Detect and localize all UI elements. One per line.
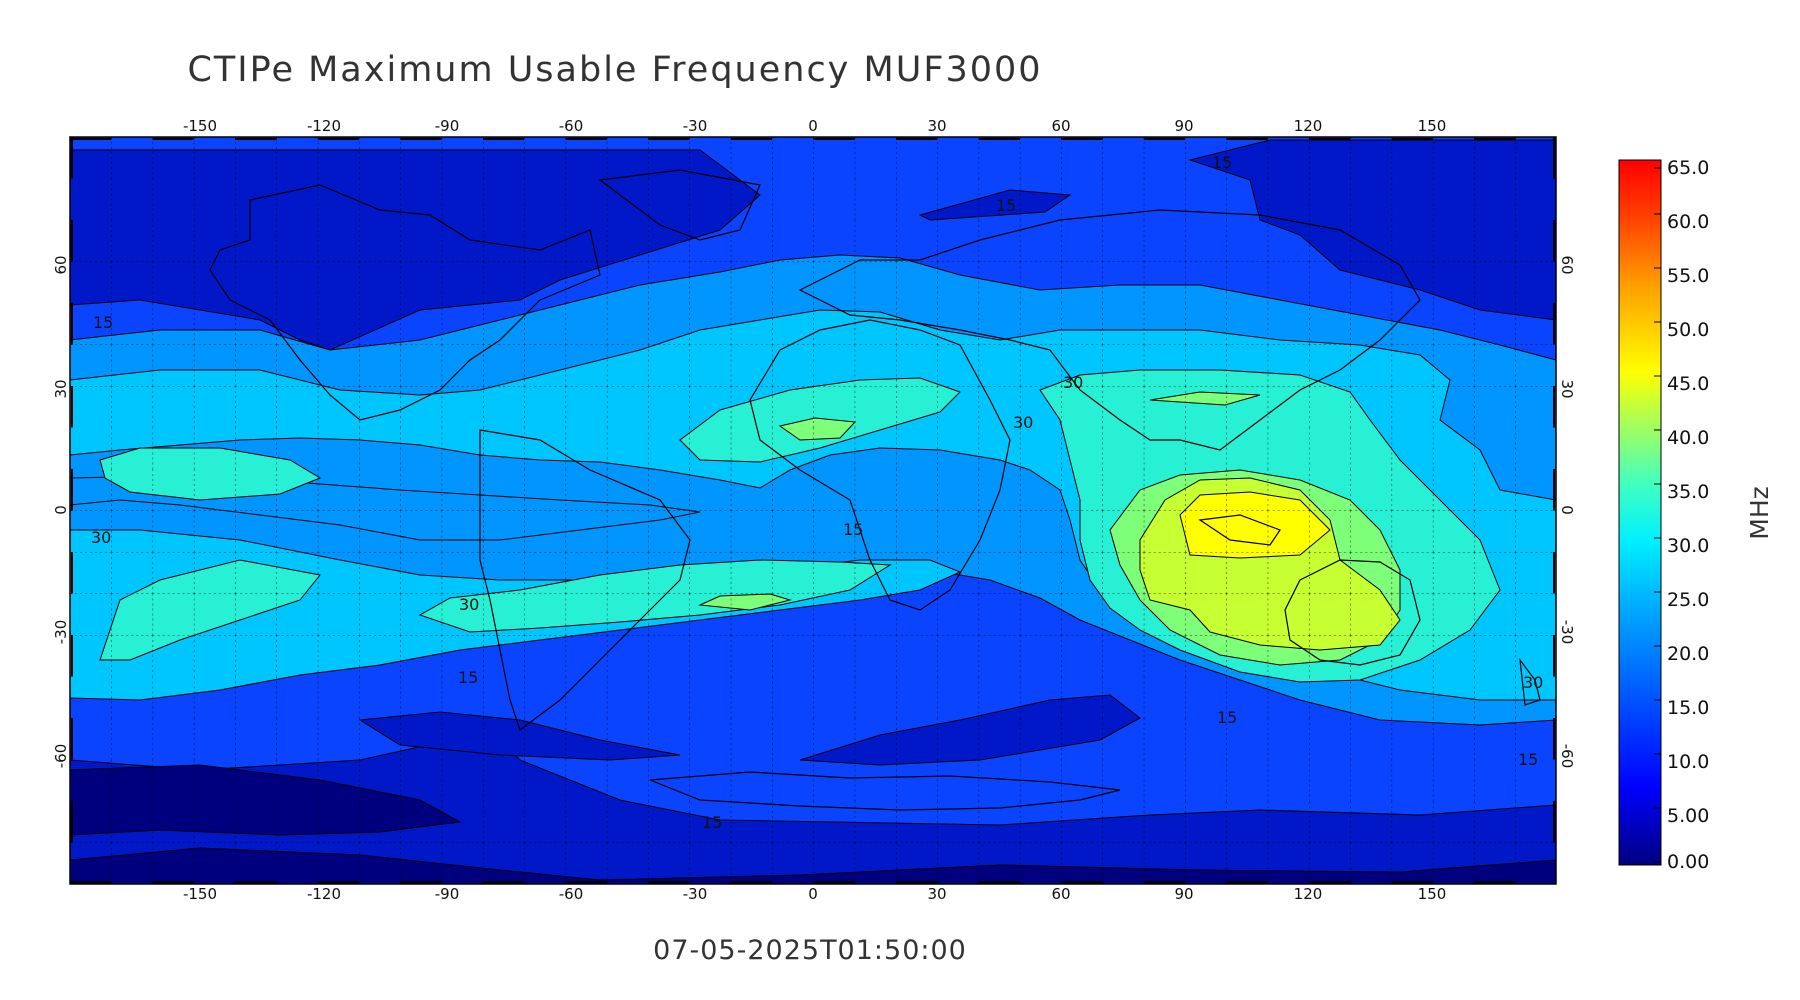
colorbar-tick-label: 45.0	[1667, 373, 1709, 395]
colorbar-tick-label: 55.0	[1667, 265, 1709, 287]
colorbar-ticks	[1654, 167, 1661, 863]
lon-tick-label: -120	[307, 117, 341, 135]
contour-label: 15	[1518, 750, 1538, 769]
lon-tick-label: 0	[808, 117, 818, 135]
colorbar-tick-label: 65.0	[1667, 157, 1709, 179]
colorbar-tick-label: 40.0	[1667, 427, 1709, 449]
colorbar-tick-label: 15.0	[1667, 697, 1709, 719]
lat-tick-label: 60	[1558, 255, 1576, 274]
colorbar-tick-label: 0.00	[1667, 851, 1709, 873]
map-frame	[69, 136, 1557, 885]
lat-tick-label: 30	[52, 379, 70, 398]
colorbar-tick-label: 30.0	[1667, 535, 1709, 557]
contour-label: 30	[1013, 413, 1033, 432]
lat-ticks-right: 60 30 0 -30 -60	[1558, 255, 1576, 768]
map-title: CTIPe Maximum Usable Frequency MUF3000	[187, 50, 1043, 90]
lat-tick-label: 0	[1558, 505, 1576, 515]
lat-tick-label: 0	[52, 505, 70, 515]
colorbar: 0.00 5.00 10.0 15.0 20.0 25.0 30.0 35.0 …	[1618, 157, 1774, 873]
lon-tick-label: -90	[435, 117, 460, 135]
frame-ticks	[70, 137, 1556, 884]
colorbar-unit-label: MHz	[1745, 486, 1774, 540]
colorbar-tick-label: 10.0	[1667, 751, 1709, 773]
contour-label: 30	[91, 528, 111, 547]
contour-label: 15	[702, 813, 722, 832]
lon-tick-label: -30	[683, 885, 708, 903]
lon-tick-label: 60	[1051, 885, 1070, 903]
lat-tick-label: -60	[52, 744, 70, 769]
colorbar-tick-label: 20.0	[1667, 643, 1709, 665]
lat-tick-label: -60	[1558, 744, 1576, 769]
colorbar-gradient	[1618, 159, 1662, 866]
contour-label: 15	[996, 196, 1016, 215]
lon-tick-label: 120	[1294, 885, 1323, 903]
timestamp: 07-05-2025T01:50:00	[653, 935, 967, 966]
lat-tick-label: -30	[1558, 620, 1576, 645]
lon-tick-label: -150	[183, 117, 217, 135]
contour-labels: 15 15 15 15 15 15 15 30 30 30 30 30 15	[91, 153, 1543, 832]
contour-bands	[70, 137, 1556, 884]
lat-tick-label: 30	[1558, 379, 1576, 398]
lon-tick-label: 0	[808, 885, 818, 903]
contour-label: 15	[1212, 153, 1232, 172]
contour-label: 30	[1523, 673, 1543, 692]
lon-tick-label: -60	[559, 885, 584, 903]
lon-tick-label: 120	[1294, 117, 1323, 135]
contour-label: 30	[1063, 373, 1083, 392]
contour-label: 15	[843, 520, 863, 539]
lon-tick-label: 90	[1174, 117, 1193, 135]
lon-tick-label: 150	[1418, 885, 1447, 903]
contour-label: 30	[459, 595, 479, 614]
lon-tick-label: 60	[1051, 117, 1070, 135]
colorbar-tick-label: 50.0	[1667, 319, 1709, 341]
lon-tick-label: -90	[435, 885, 460, 903]
lon-tick-label: -30	[683, 117, 708, 135]
lat-tick-label: 60	[52, 255, 70, 274]
lon-tick-label: -120	[307, 885, 341, 903]
lon-tick-label: 90	[1174, 885, 1193, 903]
contour-label: 15	[458, 668, 478, 687]
colorbar-tick-label: 35.0	[1667, 481, 1709, 503]
colorbar-tick-label: 60.0	[1667, 211, 1709, 233]
lon-tick-label: 30	[927, 885, 946, 903]
lon-tick-label: -60	[559, 117, 584, 135]
lon-tick-label: -150	[183, 885, 217, 903]
lon-ticks-top: -150 -120 -90 -60 -30 0 30 60 90 120 150	[183, 117, 1446, 135]
colorbar-tick-label: 5.00	[1667, 805, 1709, 827]
contour-label: 15	[1217, 708, 1237, 727]
colorbar-tick-label: 25.0	[1667, 589, 1709, 611]
lat-tick-label: -30	[52, 620, 70, 645]
lon-ticks-bottom: -150 -120 -90 -60 -30 0 30 60 90 120 150	[183, 885, 1446, 903]
contour-label: 15	[93, 313, 113, 332]
lon-tick-label: 30	[927, 117, 946, 135]
lat-ticks-left: 60 30 0 -30 -60	[52, 255, 70, 768]
lon-tick-label: 150	[1418, 117, 1447, 135]
